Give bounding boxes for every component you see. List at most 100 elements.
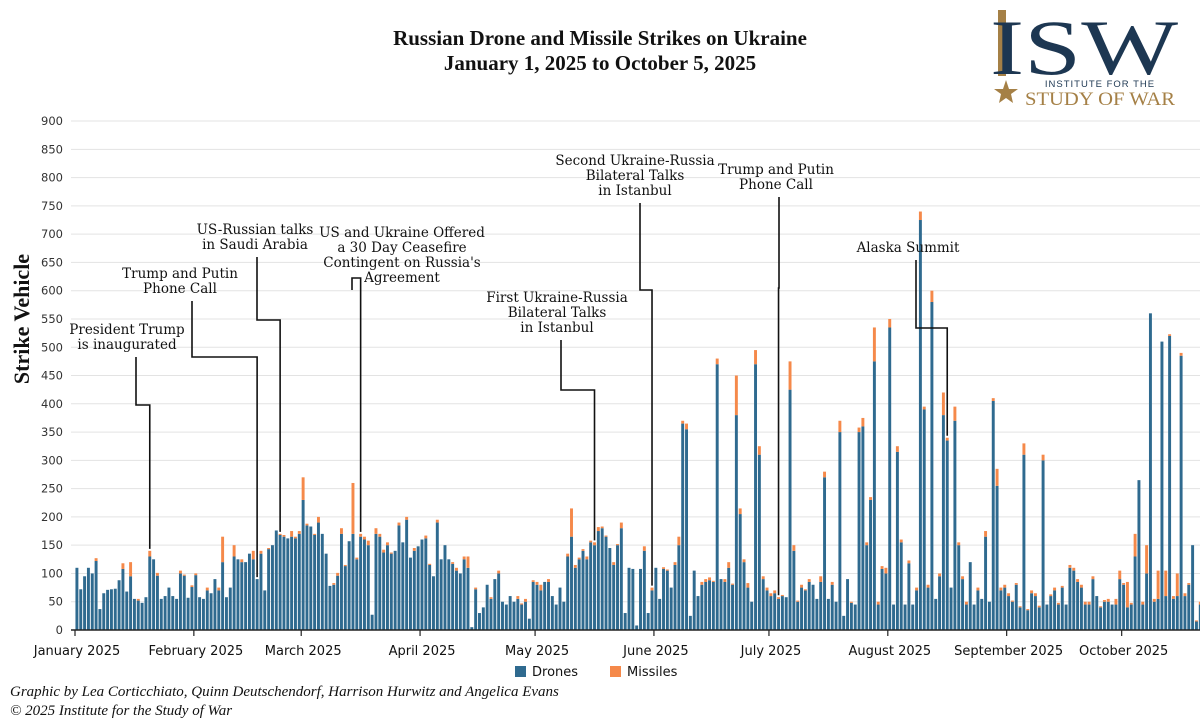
drones-bar (773, 593, 777, 630)
drones-bar (976, 590, 980, 630)
missiles-bar (938, 573, 942, 577)
missiles-bar (926, 584, 930, 588)
missiles-bar (182, 574, 186, 576)
missiles-bar (332, 583, 336, 585)
missiles-bar (872, 327, 876, 362)
drones-bar (313, 534, 317, 630)
drones-bar (163, 596, 167, 630)
drones-bar (504, 604, 508, 630)
drones-bar (566, 556, 570, 630)
drones-bar (209, 593, 213, 630)
missiles-bar (455, 567, 458, 571)
y-axis-ticks: 0 50 100 150 200 250 300 350 400 450 500 550 600 650 7… (41, 114, 63, 637)
drones-bar (416, 546, 420, 630)
x-tick-label: October 2025 (1079, 644, 1168, 659)
missiles-bar (363, 536, 366, 540)
annotation-leader (135, 357, 151, 549)
drones-bar (1064, 604, 1068, 630)
drones-bar (401, 542, 405, 630)
y-tick-label: 300 (41, 453, 63, 467)
drones-bar (880, 568, 884, 630)
missiles-bar (466, 556, 470, 568)
drones-bar (1041, 460, 1045, 630)
drones-bar (194, 575, 198, 630)
missiles-bar (1014, 583, 1018, 585)
missiles-bar (915, 587, 919, 591)
drones-bar (75, 567, 79, 630)
drones-bar (94, 561, 98, 630)
drones-bar (803, 590, 807, 630)
missiles-bar (700, 581, 704, 585)
drones-bar (1010, 601, 1014, 630)
missiles-bar (1141, 601, 1145, 605)
missiles-bar (1164, 570, 1168, 597)
missiles-bar (612, 562, 616, 565)
missiles-bar (531, 580, 535, 582)
missiles-bar (474, 587, 478, 590)
missiles-bar (945, 437, 949, 441)
drones-bar (397, 525, 401, 630)
drones-bar (961, 579, 965, 630)
drones-bar (1079, 587, 1083, 630)
annotation-label: Second Ukraine-Russia (555, 153, 714, 169)
missiles-bar (995, 468, 999, 486)
annotation-label: US-Russian talks (197, 222, 314, 238)
drones-bar (911, 604, 915, 630)
missiles-bar (1198, 601, 1200, 605)
missiles-bar (773, 590, 777, 594)
drones-bar (493, 579, 497, 630)
drones-bar (497, 573, 501, 630)
missiles-bar (386, 542, 389, 546)
drones-bar (815, 598, 819, 630)
missiles-bar (136, 598, 140, 601)
drones-bar (175, 598, 179, 630)
drones-bar (1168, 335, 1172, 630)
missiles-bar (1133, 533, 1137, 557)
drones-bar (409, 557, 412, 630)
drones-bar (320, 533, 324, 630)
drones-bar (481, 607, 485, 630)
missiles-bar (723, 579, 727, 582)
missiles-bar (382, 549, 386, 553)
missiles-bar (313, 533, 317, 535)
missiles-bar (780, 594, 784, 597)
drones-bar (443, 545, 447, 630)
drones-bar (286, 538, 290, 630)
drones-bar (255, 579, 259, 630)
drones-bar (527, 618, 531, 630)
drones-bar (186, 597, 190, 630)
drones-bar (1129, 604, 1133, 630)
drones-bar (984, 536, 988, 630)
missiles-bar (861, 417, 865, 427)
drones-bar (899, 542, 903, 630)
drones-bar (987, 601, 991, 630)
x-tick-label: April 2025 (389, 644, 456, 659)
missiles-bar (520, 603, 524, 605)
drones-bar (332, 584, 336, 630)
drones-bar (995, 485, 999, 630)
missiles-bar (305, 523, 309, 526)
drones-bar (980, 598, 984, 630)
drones-bar (501, 601, 504, 630)
legend: Drones Missiles (515, 665, 678, 680)
drones-bar (293, 538, 297, 630)
missiles-bar (547, 579, 550, 582)
drones-bar (918, 220, 922, 630)
missiles-bar (290, 531, 294, 537)
drones-bar (830, 584, 834, 630)
missiles-bar (1068, 564, 1072, 568)
drones-bar (857, 432, 861, 630)
drones-bar (531, 581, 535, 630)
drones-bar (439, 559, 443, 630)
drones-bar (662, 568, 665, 630)
y-tick-label: 850 (41, 142, 63, 156)
missiles-bar (581, 549, 585, 551)
missiles-bar (999, 587, 1003, 591)
missiles-bar (301, 477, 305, 500)
missiles-bar (742, 559, 746, 563)
drones-bar (934, 598, 938, 630)
drones-bar (788, 389, 792, 630)
drones-bar (374, 533, 378, 630)
missiles-bar (731, 583, 734, 585)
missiles-bar (585, 556, 589, 560)
